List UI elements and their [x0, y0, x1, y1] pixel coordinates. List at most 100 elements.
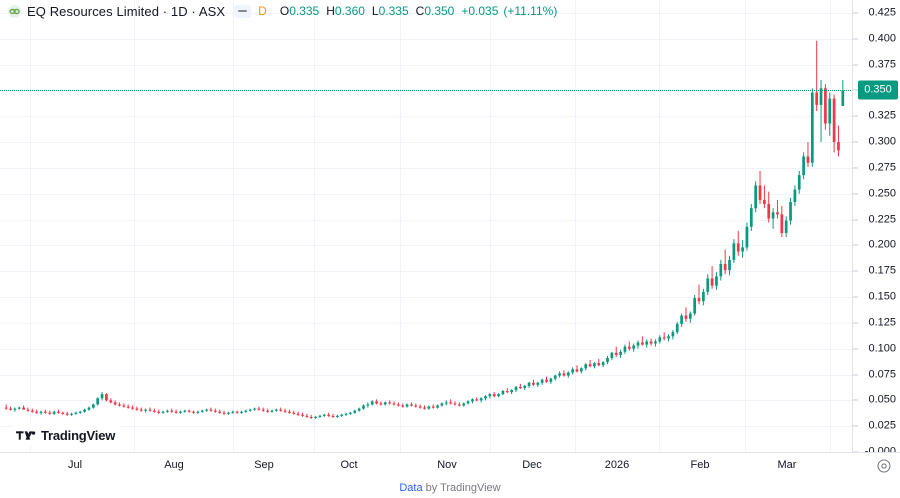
price-tick-dash	[853, 141, 858, 143]
candlestick	[444, 400, 448, 406]
candlestick	[235, 410, 239, 414]
bar-style-icon[interactable]	[234, 4, 252, 18]
price-tick-dash	[853, 12, 858, 14]
candlestick	[30, 408, 34, 413]
tradingview-logo-icon	[16, 430, 36, 440]
candlestick	[370, 400, 374, 406]
price-tick-dash	[853, 374, 858, 375]
chart-plot-area[interactable]	[0, 0, 853, 452]
time-axis[interactable]: Jul Aug Sep Oct Nov Dec 2026 Feb Mar	[0, 452, 900, 479]
price-tick-dash	[853, 167, 858, 169]
candlestick	[497, 393, 500, 398]
candlestick	[17, 406, 21, 410]
candlestick	[492, 392, 496, 398]
candlestick	[44, 409, 47, 414]
candlestick	[784, 216, 788, 238]
time-tick-label: Jul	[67, 459, 83, 471]
crosshair-target-icon[interactable]	[877, 459, 891, 473]
candlestick	[471, 398, 474, 404]
candlestick	[61, 411, 65, 415]
price-tick-dash	[853, 219, 858, 221]
candlestick	[261, 407, 265, 412]
candlestick	[161, 410, 165, 414]
candlestick	[418, 404, 422, 409]
candlestick	[274, 408, 278, 412]
candlestick	[575, 365, 579, 373]
price-tick-label: 0.150	[868, 290, 896, 303]
candlestick	[523, 384, 527, 391]
candlestick	[152, 408, 156, 413]
candlestick	[536, 381, 540, 387]
candlestick	[754, 181, 758, 213]
price-tick-label: 0.300	[868, 135, 896, 148]
candlestick	[227, 411, 230, 415]
candlestick	[745, 222, 749, 251]
price-tick-label: 0.200	[868, 238, 896, 251]
current-price-line	[0, 90, 853, 92]
candlestick	[671, 330, 675, 340]
candlestick	[48, 410, 52, 415]
time-tick-label: 2026	[604, 459, 630, 471]
candlestick	[9, 406, 12, 411]
interval-badge[interactable]: D	[258, 4, 267, 18]
candlestick	[244, 409, 248, 413]
candlestick	[749, 204, 753, 231]
price-tick-dash	[853, 296, 858, 298]
candlestick	[388, 400, 391, 405]
candlestick	[4, 404, 8, 410]
candlestick	[706, 274, 710, 295]
candlestick	[113, 400, 117, 406]
price-tick-label: 0.175	[868, 264, 896, 277]
ohlc-value: 0.350	[424, 4, 455, 18]
candlestick	[532, 379, 535, 386]
candlestick	[793, 185, 797, 207]
candlestick	[667, 334, 670, 342]
candlestick	[401, 403, 405, 408]
candlestick	[65, 411, 69, 416]
price-tick-label: 0.250	[868, 187, 896, 200]
symbol-title[interactable]: EQ Resources Limited · 1D · ASX	[27, 3, 226, 19]
candlestick	[680, 313, 683, 327]
candlestick	[122, 403, 126, 408]
candlestick	[96, 397, 100, 406]
candlestick	[654, 339, 657, 347]
chart-legend[interactable]: EQ Resources Limited · 1D · ASX D O0.335…	[0, 0, 557, 22]
candlestick	[719, 259, 723, 281]
footer-attribution: Data by TradingView	[0, 478, 900, 498]
candlestick	[362, 404, 365, 410]
price-tick-label: 0.050	[868, 393, 896, 406]
candlestick	[248, 408, 252, 412]
candlestick	[776, 199, 779, 219]
candlestick	[322, 413, 326, 417]
candlestick	[732, 239, 736, 263]
candlestick	[436, 404, 439, 409]
candlestick	[257, 406, 261, 411]
ohlc-value: 0.335	[289, 4, 320, 18]
ohlc-label: H	[326, 4, 335, 18]
candlestick	[349, 411, 352, 415]
candlestick	[688, 311, 692, 323]
candlestick	[789, 197, 792, 225]
price-tick-label: 0.375	[868, 58, 896, 71]
candlestick	[357, 407, 361, 412]
time-tick-label: Sep	[254, 459, 274, 471]
candlestick	[636, 340, 640, 349]
candlestick	[331, 413, 335, 418]
data-link[interactable]: Data	[399, 482, 423, 494]
candlestick	[170, 408, 174, 413]
candlestick	[78, 410, 82, 414]
current-price-badge[interactable]: 0.350	[858, 80, 898, 100]
candlestick	[253, 407, 256, 411]
price-tick-dash	[853, 322, 858, 324]
candlestick	[105, 393, 108, 402]
candlestick	[627, 341, 631, 351]
ohlc-pair: L0.335	[372, 4, 409, 18]
candlestick	[758, 170, 762, 205]
candlestick	[218, 409, 222, 414]
candlestick	[414, 403, 418, 408]
candlestick	[440, 402, 444, 407]
price-tick-dash	[853, 115, 858, 117]
price-axis[interactable]: 0.425 0.400 0.375 0.325 0.300 0.275 0.250 0.225…	[852, 0, 900, 457]
candlestick	[545, 376, 548, 383]
